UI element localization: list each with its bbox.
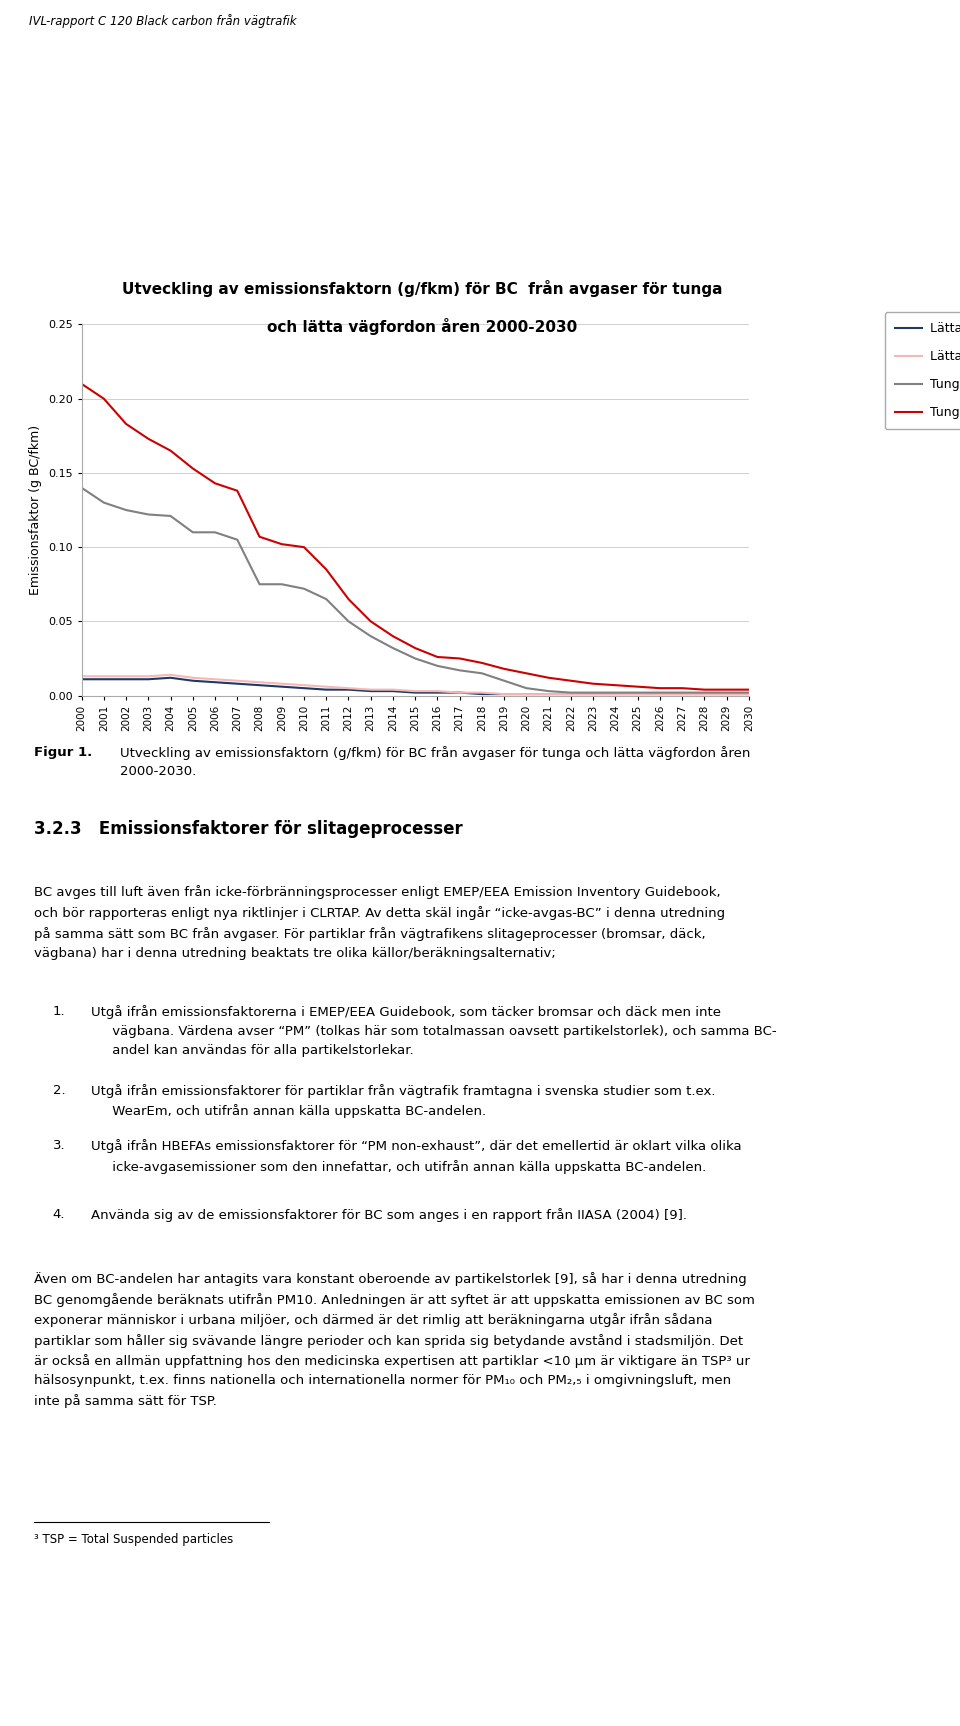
Text: 3.: 3.: [53, 1139, 65, 1153]
Text: Använda sig av de emissionsfaktorer för BC som anges i en rapport från IIASA (20: Använda sig av de emissionsfaktorer för …: [91, 1208, 687, 1222]
Text: 11: 11: [444, 1655, 464, 1669]
Text: Utgå ifrån emissionsfaktorerna i EMEP/EEA Guidebook, som täcker bromsar och däck: Utgå ifrån emissionsfaktorerna i EMEP/EE…: [91, 1005, 777, 1056]
Text: 3.2.3   Emissionsfaktorer för slitageprocesser: 3.2.3 Emissionsfaktorer för slitageproce…: [34, 820, 463, 837]
Text: Utgå ifrån emissionsfaktorer för partiklar från vägtrafik framtagna i svenska st: Utgå ifrån emissionsfaktorer för partikl…: [91, 1084, 716, 1118]
Text: 4.: 4.: [53, 1208, 65, 1222]
Text: och lätta vägfordon åren 2000-2030: och lätta vägfordon åren 2000-2030: [267, 318, 578, 335]
Text: Figur 1.: Figur 1.: [34, 746, 92, 759]
Text: Utgå ifrån HBEFAs emissionsfaktorer för “PM non-exhaust”, där det emellertid är : Utgå ifrån HBEFAs emissionsfaktorer för …: [91, 1139, 742, 1174]
Text: Utveckling av emissionsfaktorn (g/fkm) för BC från avgaser för tunga och lätta v: Utveckling av emissionsfaktorn (g/fkm) f…: [120, 746, 751, 778]
Text: 1.: 1.: [53, 1005, 65, 1018]
Text: ³ TSP = Total Suspended particles: ³ TSP = Total Suspended particles: [34, 1533, 233, 1546]
Text: Utveckling av emissionsfaktorn (g/fkm) för BC  från avgaser för tunga: Utveckling av emissionsfaktorn (g/fkm) f…: [122, 280, 723, 297]
Y-axis label: Emissionsfaktor (g BC/fkm): Emissionsfaktor (g BC/fkm): [29, 425, 42, 595]
Text: BC avges till luft även från icke-förbränningsprocesser enligt EMEP/EEA Emission: BC avges till luft även från icke-förbrä…: [34, 885, 725, 960]
Text: IVL-rapport C 120 Black carbon från vägtrafik: IVL-rapport C 120 Black carbon från vägt…: [29, 14, 297, 28]
Legend: Lätta landsb, Lätta tätort, Tunga landsb, Tunga tätort: Lätta landsb, Lätta tätort, Tunga landsb…: [885, 312, 960, 430]
Text: 2.: 2.: [53, 1084, 65, 1098]
Text: Även om BC-andelen har antagits vara konstant oberoende av partikelstorlek [9], : Även om BC-andelen har antagits vara kon…: [34, 1272, 755, 1408]
